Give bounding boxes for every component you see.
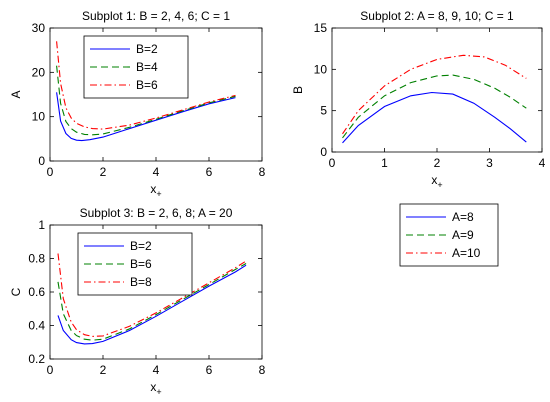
y-tick-label: 0 <box>38 154 45 168</box>
series-line-a-10 <box>343 55 527 134</box>
legend-label: B=2 <box>136 42 158 56</box>
x-tick-label: 6 <box>206 165 213 179</box>
y-tick-label: 20 <box>32 65 46 79</box>
y-tick-label: 10 <box>314 62 328 76</box>
chart-title: Subplot 1: B = 2, 4, 6; C = 1 <box>82 9 230 23</box>
x-tick-label: 8 <box>259 165 266 179</box>
y-tick-label: 1 <box>38 218 45 232</box>
y-axis-label: B <box>291 86 305 94</box>
y-tick-label: 0.4 <box>28 319 45 333</box>
x-tick-label: 1 <box>381 156 388 170</box>
x-axis-label: x+ <box>150 182 161 199</box>
y-tick-label: 0.8 <box>28 252 45 266</box>
series-line-b-2 <box>57 92 236 140</box>
subplot-1: Subplot 1: B = 2, 4, 6; C = 1 0 2 4 6 8 0 10 20 3… <box>9 9 266 199</box>
legend: A=8 A=9 A=10 <box>400 204 498 266</box>
x-axis-label: x+ <box>431 173 442 190</box>
y-tick-label: 0.6 <box>28 285 45 299</box>
x-tick-label: 0 <box>47 165 54 179</box>
x-tick-label: 6 <box>206 363 213 377</box>
y-tick-label: 0 <box>320 145 327 159</box>
y-axis-label: A <box>9 90 23 98</box>
y-tick-label: 0.2 <box>28 352 45 366</box>
legend-label: B=4 <box>136 60 158 74</box>
legend-label: B=6 <box>130 257 152 271</box>
legend-label: B=8 <box>130 275 152 289</box>
y-tick-label: 15 <box>314 21 328 35</box>
legend: B=2 B=6 B=8 <box>78 233 192 295</box>
x-tick-label: 3 <box>486 156 493 170</box>
x-axis-label: x+ <box>150 380 161 397</box>
y-tick-label: 5 <box>320 104 327 118</box>
x-tick-label: 4 <box>153 165 160 179</box>
x-tick-label: 0 <box>47 363 54 377</box>
legend-box <box>400 204 498 266</box>
x-tick-label: 8 <box>259 363 266 377</box>
subplot-2: Subplot 2: A = 8, 9, 10; C = 1 0 1 2 3 4 0 5 10 1… <box>291 9 546 266</box>
legend-label: B=6 <box>136 78 158 92</box>
x-tick-label: 2 <box>434 156 441 170</box>
axes-frame <box>332 28 542 152</box>
chart-title: Subplot 3: B = 2, 6, 8; A = 20 <box>80 206 233 220</box>
chart-title: Subplot 2: A = 8, 9, 10; C = 1 <box>360 9 514 23</box>
legend-label: A=8 <box>452 210 474 224</box>
y-tick-label: 30 <box>32 21 46 35</box>
x-tick-label: 4 <box>539 156 546 170</box>
y-tick-label: 10 <box>32 110 46 124</box>
legend: B=2 B=4 B=6 <box>84 36 188 98</box>
legend-label: B=2 <box>130 239 152 253</box>
x-tick-label: 2 <box>100 363 107 377</box>
subplot-3: Subplot 3: B = 2, 6, 8; A = 20 0 2 4 6 8 0.2 0.… <box>9 206 266 397</box>
x-tick-label: 2 <box>100 165 107 179</box>
y-axis-label: C <box>9 287 23 296</box>
x-tick-label: 4 <box>153 363 160 377</box>
legend-label: A=10 <box>452 246 481 260</box>
x-tick-label: 0 <box>329 156 336 170</box>
series-line-a-9 <box>343 75 527 138</box>
legend-label: A=9 <box>452 228 474 242</box>
